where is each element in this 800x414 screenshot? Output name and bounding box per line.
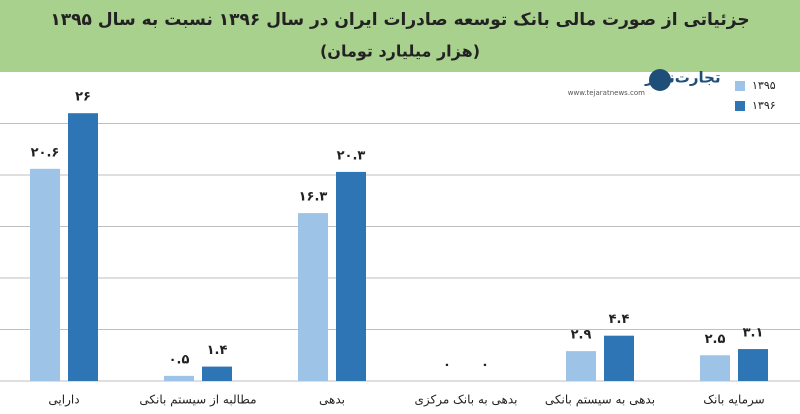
x-tick-label: بدهی	[319, 393, 345, 407]
value-label: ۰	[443, 358, 451, 373]
value-label: ۳.۱	[743, 326, 764, 341]
bar	[30, 168, 60, 381]
bar	[700, 355, 730, 381]
bar	[738, 349, 768, 381]
bar	[202, 366, 232, 381]
legend-label: ۱۳۹۶	[752, 99, 776, 112]
bar	[566, 351, 596, 381]
bar	[336, 171, 366, 381]
legend-swatch	[735, 81, 745, 91]
legend-label: ۱۳۹۵	[752, 79, 776, 92]
value-label: ۱۶.۳	[299, 190, 328, 205]
bar	[164, 375, 194, 381]
x-tick-label: سرمایه بانک	[703, 393, 764, 408]
value-label: ۲۰.۳	[337, 148, 366, 163]
x-tick-label: دارایی	[48, 393, 79, 408]
value-label: ۲۶	[75, 90, 91, 105]
value-label: ۲.۵	[705, 332, 726, 347]
plot-background	[0, 72, 800, 414]
legend-swatch	[735, 101, 745, 111]
logo-text: تجارت‌نیوز	[644, 69, 721, 87]
logo-url: www.tejaratnews.com	[568, 89, 645, 97]
value-label: ۱.۴	[207, 343, 228, 358]
chart-title: جزئیاتی از صورت مالی بانک توسعه صادرات ا…	[50, 10, 749, 30]
value-label: ۲۰.۶	[31, 145, 60, 160]
x-tick-label: بدهی به بانک مرکزی	[414, 393, 517, 408]
value-label: ۰	[481, 358, 489, 373]
x-tick-label: مطالبه از سیستم بانکی	[139, 393, 256, 408]
value-label: ۰.۵	[169, 352, 190, 367]
logo-icon	[649, 69, 671, 91]
chart-subtitle: (هزار میلیارد تومان)	[320, 42, 480, 61]
bar	[604, 335, 634, 381]
x-tick-label: بدهی به سیستم بانکی	[545, 393, 655, 407]
bar	[298, 213, 328, 381]
bar	[68, 113, 98, 381]
value-label: ۲.۹	[571, 328, 592, 343]
header-band	[0, 0, 800, 72]
value-label: ۴.۴	[609, 312, 630, 327]
